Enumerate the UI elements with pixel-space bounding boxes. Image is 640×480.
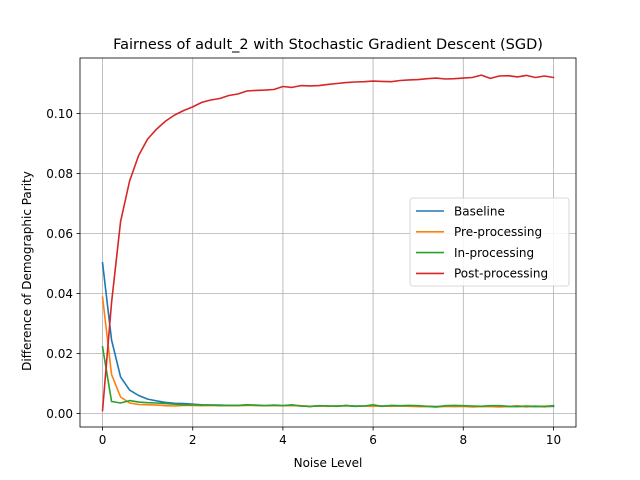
x-tick-label: 0: [99, 433, 107, 447]
legend: Baseline Pre-processing In-processing Post-…: [409, 197, 570, 287]
y-axis-label: Difference of Demographic Parity: [20, 171, 34, 371]
y-tick-label: 0.02: [46, 347, 73, 361]
y-tick-label: 0.10: [46, 107, 73, 121]
y-tick-label: 0.08: [46, 167, 73, 181]
y-tick-label: 0.06: [46, 227, 73, 241]
plot-series: [101, 74, 555, 412]
x-tick-label: 6: [369, 433, 377, 447]
legend-label: Pre-processing: [454, 225, 542, 239]
x-tick-label: 10: [546, 433, 561, 447]
series-line-in-processing: [101, 345, 555, 408]
legend-label: Post-processing: [454, 267, 548, 281]
legend-label: Baseline: [454, 204, 505, 218]
x-tick-label: 2: [189, 433, 197, 447]
y-tick-label: 0.00: [46, 407, 73, 421]
axes-frame: [79, 57, 577, 428]
series-line-post-processing: [101, 74, 555, 412]
legend-label: In-processing: [454, 246, 534, 260]
legend-box: [409, 197, 570, 287]
y-tick-label: 0.04: [46, 287, 73, 301]
axis-ticks: 0 2 4 6 8 10 0.00 0.02 0.04 0.06 0.08 0.10: [46, 107, 561, 447]
x-axis-label: Noise Level: [294, 456, 363, 470]
chart-title: Fairness of adult_2 with Stochastic Grad…: [113, 37, 543, 53]
x-tick-label: 4: [279, 433, 287, 447]
x-tick-label: 8: [459, 433, 467, 447]
